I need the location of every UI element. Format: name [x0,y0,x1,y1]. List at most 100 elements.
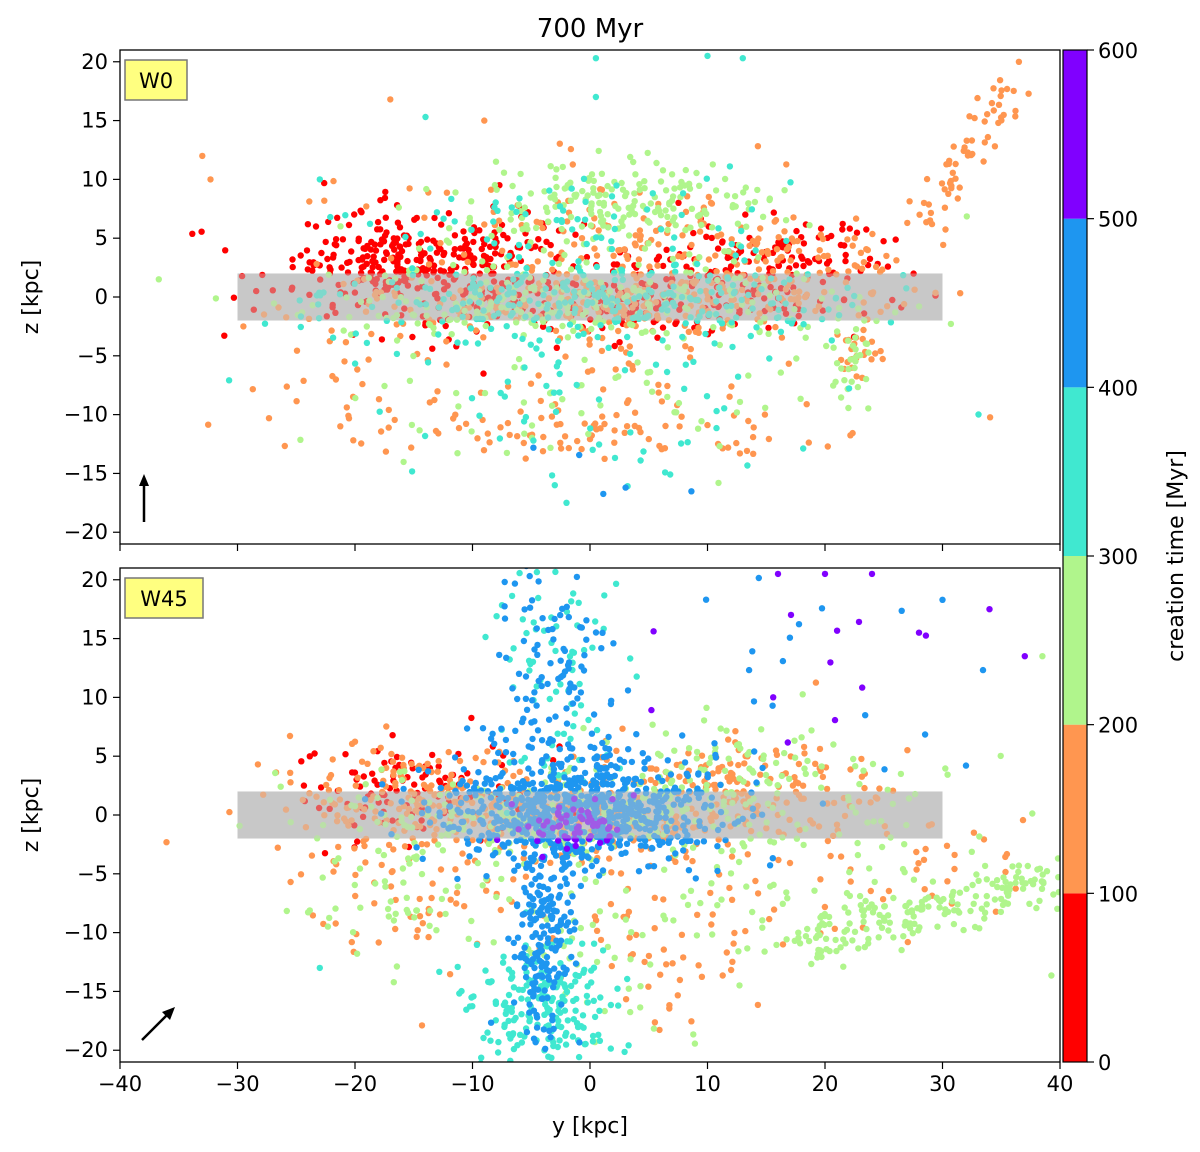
scatter-point [793,835,801,842]
scatter-point [572,919,579,926]
scatter-point [812,934,820,941]
scatter-point [597,322,604,329]
scatter-point [542,272,549,279]
y-tick-label: −10 [64,403,108,427]
scatter-point [636,825,643,832]
scatter-point [928,220,936,228]
scatter-point [581,652,588,659]
scatter-point [780,305,788,312]
scatter-point [910,876,918,883]
scatter-point [847,766,854,773]
scatter-point [908,909,916,916]
scatter-point [878,924,886,931]
scatter-point [753,779,760,786]
scatter-point [299,796,306,804]
scatter-point [402,233,409,241]
scatter-point [450,251,457,258]
scatter-point [701,825,709,833]
scatter-point [712,252,719,259]
scatter-point [783,936,790,943]
scatter-point [563,720,571,727]
scatter-point [623,840,631,847]
scatter-point [625,776,632,783]
scatter-point [763,825,770,832]
scatter-point [458,987,465,995]
scatter-point [898,946,905,954]
scatter-point [817,876,824,883]
scatter-point [783,161,790,168]
scatter-point [749,433,757,441]
scatter-point [781,187,788,194]
scatter-point [414,802,421,809]
scatter-point [357,269,365,277]
scatter-point [830,799,838,807]
scatter-point [875,934,882,941]
scatter-point [827,852,834,860]
scatter-point [617,870,625,877]
scatter-point [673,761,680,769]
scatter-point [1027,877,1035,885]
y-tick-label: −5 [77,344,108,368]
scatter-point [445,210,453,217]
scatter-point [592,618,599,625]
scatter-point [664,307,671,314]
scatter-point [574,264,582,271]
scatter-point [733,409,741,416]
scatter-point [654,315,662,322]
scatter-point [534,651,541,658]
scatter-point [456,254,463,261]
scatter-point [660,946,667,953]
scatter-point [664,382,671,390]
scatter-point [323,781,330,789]
scatter-point [728,236,735,243]
scatter-point [611,454,619,462]
scatter-point [760,755,767,763]
scatter-point [259,271,266,279]
scatter-point [487,284,494,292]
scatter-point [651,208,659,216]
scatter-point [622,823,629,830]
scatter-point [377,744,384,751]
scatter-point [665,855,672,862]
scatter-point [581,769,589,777]
scatter-point [543,238,550,245]
scatter-point [833,271,840,278]
scatter-point [990,107,997,114]
scatter-point [556,370,563,378]
scatter-point [708,224,716,231]
scatter-point [393,337,401,344]
scatter-point [399,865,407,872]
scatter-point [852,809,859,816]
scatter-point [755,254,762,261]
scatter-point [505,284,513,291]
scatter-point [845,404,852,412]
scatter-point [461,268,468,276]
scatter-point [900,300,908,308]
scatter-point [434,841,442,848]
scatter-point [634,787,641,795]
scatter-point [449,781,457,788]
scatter-point [511,759,518,766]
scatter-point [595,396,603,403]
scatter-point [155,276,162,283]
scatter-point [505,991,513,999]
scatter-point [409,265,416,272]
scatter-point [684,439,691,446]
scatter-point [765,330,772,337]
scatter-point [547,839,554,847]
scatter-point [557,1009,564,1016]
scatter-point [837,394,845,401]
scatter-point [320,799,327,806]
scatter-point [705,311,713,319]
scatter-point [363,260,370,267]
scatter-point [793,270,800,277]
scatter-point [479,882,486,889]
scatter-point [326,264,333,271]
scatter-point [393,753,401,761]
scatter-point [538,811,545,818]
scatter-point [679,190,687,197]
scatter-point [453,316,461,323]
scatter-point [682,226,689,234]
scatter-point [435,304,443,311]
scatter-point [866,865,873,872]
